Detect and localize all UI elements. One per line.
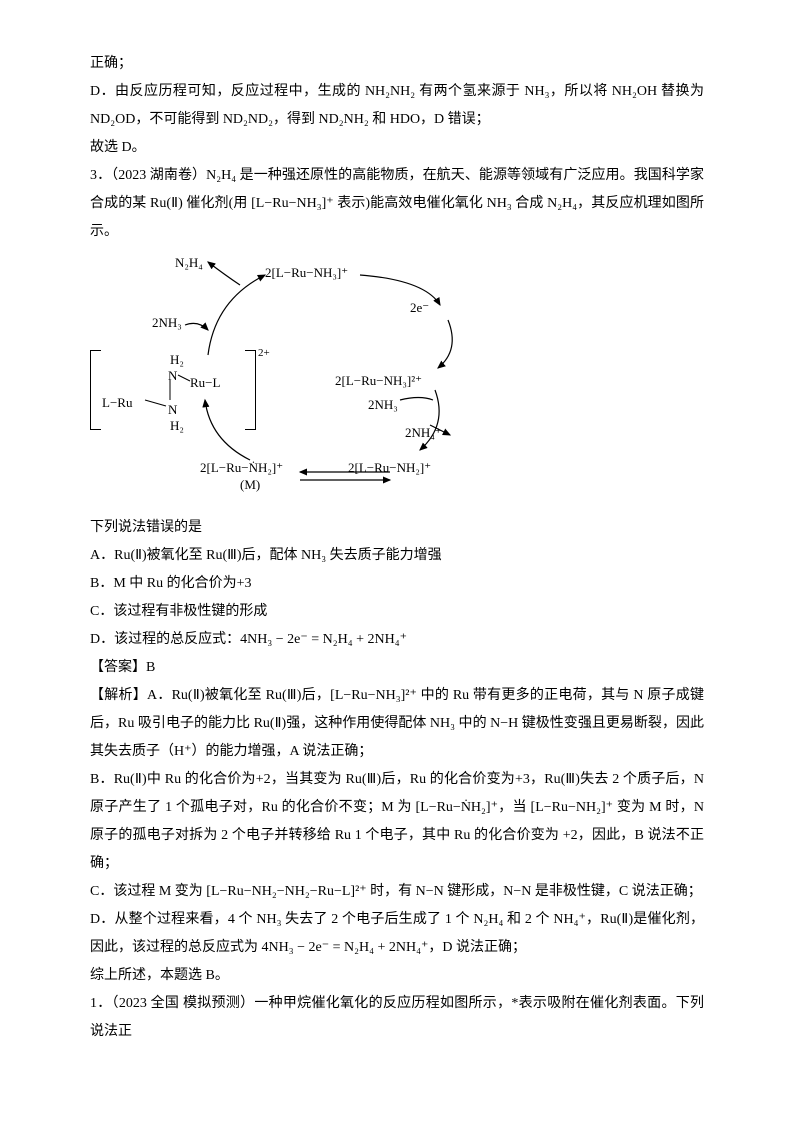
line-correct: 正确； (90, 50, 704, 78)
explain-a: 【解析】A．Ru(Ⅱ)被氧化至 Ru(Ⅲ)后，[L−Ru−NH₃]²⁺ 中的 R… (90, 682, 704, 766)
line-d: D．由反应历程可知，反应过程中，生成的 NH₂NH₂ 有两个氢来源于 NH₃，所… (90, 78, 704, 134)
line-choice: 故选 D。 (90, 134, 704, 162)
option-b: B．M 中 Ru 的化合价为+3 (90, 570, 704, 598)
answer: 【答案】B (90, 654, 704, 682)
label-2nh4: 2NH₄⁺ (405, 420, 442, 446)
next-question: 1．（2023 全国 模拟预测）一种甲烷催化氧化的反应历程如图所示，*表示吸附在… (90, 990, 704, 1046)
complex-bonds (90, 250, 290, 450)
label-2nh3-right: 2NH₃ (368, 392, 398, 418)
label-bottom-right: 2[L−Ru−NH₂]⁺ (348, 455, 431, 481)
question-3: 3．（2023 湖南卷）N₂H₄ 是一种强还原性的高能物质，在航天、能源等领域有… (90, 162, 704, 246)
option-d: D．该过程的总反应式：4NH₃ − 2e⁻ = N₂H₄ + 2NH₄⁺ (90, 626, 704, 654)
option-a: A．Ru(Ⅱ)被氧化至 Ru(Ⅲ)后，配体 NH₃ 失去质子能力增强 (90, 542, 704, 570)
explain-d: D．从整个过程来看，4 个 NH₃ 失去了 2 个电子后生成了 1 个 N₂H₄… (90, 906, 704, 962)
label-2e: 2e⁻ (410, 295, 429, 321)
conclusion: 综上所述，本题选 B。 (90, 962, 704, 990)
label-right-mid: 2[L−Ru−NH₃]²⁺ (335, 368, 422, 394)
stem-wrong: 下列说法错误的是 (90, 514, 704, 542)
page: 正确； D．由反应历程可知，反应过程中，生成的 NH₂NH₂ 有两个氢来源于 N… (0, 0, 794, 1086)
label-m: (M) (240, 472, 260, 498)
explain-c: C．该过程 M 变为 [L−Ru−NH₂−NH₂−Ru−L]²⁺ 时，有 N−N… (90, 878, 704, 906)
reaction-mechanism-diagram: N₂H₄ 2[L−Ru−NH₃]⁺ 2e⁻ 2NH₃ 2[L−Ru−NH₃]²⁺… (90, 250, 520, 510)
option-c: C．该过程有非极性键的形成 (90, 598, 704, 626)
explain-b: B．Ru(Ⅱ)中 Ru 的化合价为+2，当其变为 Ru(Ⅲ)后，Ru 的化合价变… (90, 766, 704, 878)
